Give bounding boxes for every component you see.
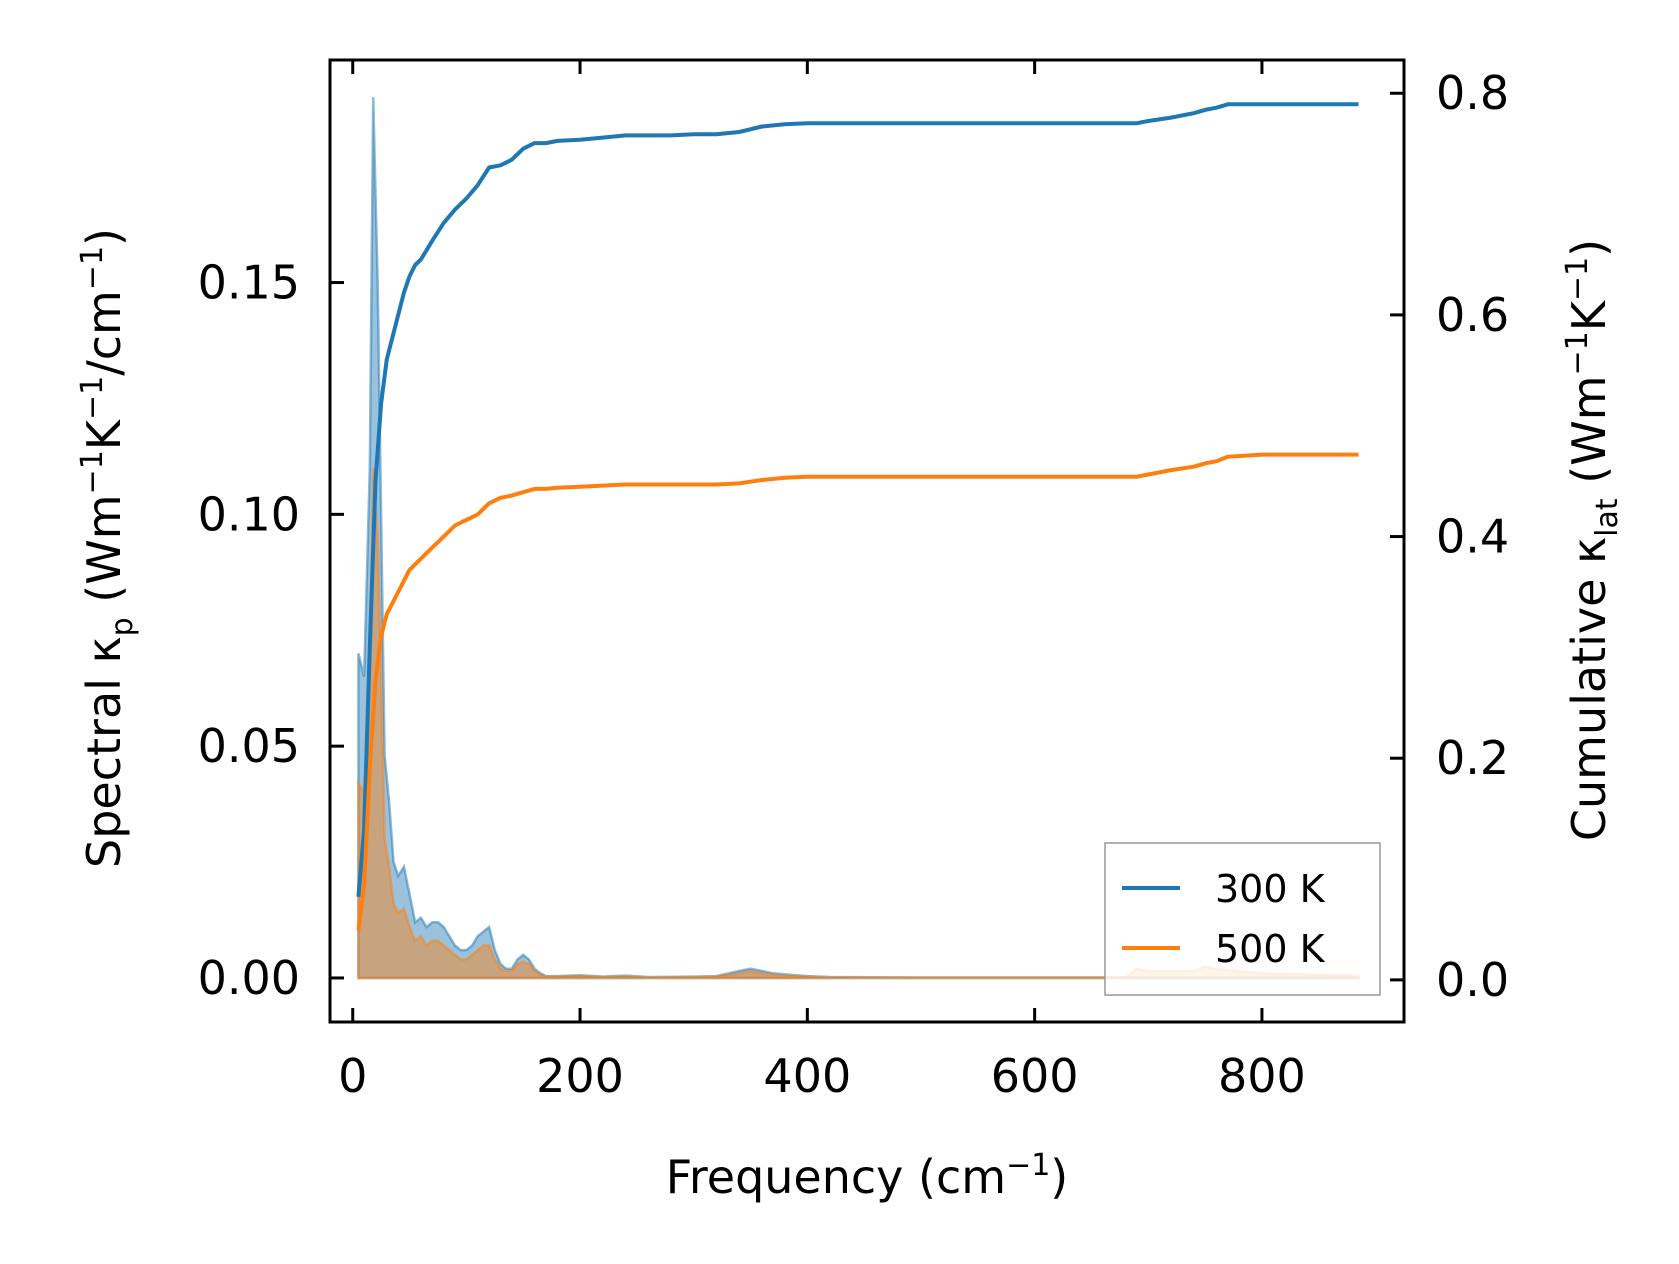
legend: 300 K 500 K: [1104, 842, 1381, 996]
plot-frame: [328, 58, 1406, 1024]
cumulative-lines: [356, 102, 1359, 931]
x-tick-label: 0: [338, 1049, 367, 1103]
x-axis-ticks: 0 200 400 600 800: [338, 60, 1306, 1103]
y-left-tick-label: 0.05: [198, 719, 300, 773]
y-left-tick-label: 0.00: [198, 951, 300, 1005]
y-left-axis-ticks: 0.00 0.05 0.10 0.15: [198, 256, 344, 1005]
y-right-tick-label: 0.2: [1436, 731, 1509, 785]
y-right-axis-title: Cumulative κlat (Wm−1K−1): [1560, 239, 1625, 841]
y-left-tick-label: 0.10: [198, 487, 300, 541]
y-left-tick-label: 0.15: [198, 256, 300, 310]
x-tick-label: 800: [1218, 1049, 1306, 1103]
y-right-tick-label: 0.0: [1436, 953, 1509, 1007]
y-right-axis-ticks: 0.0 0.2 0.4 0.6 0.8: [1390, 66, 1509, 1007]
x-tick-label: 600: [991, 1049, 1079, 1103]
x-tick-label: 400: [763, 1049, 851, 1103]
y-left-axis-title: Spectral κp (Wm−1K−1/cm−1): [75, 228, 140, 868]
cumulative-line-300k: [356, 102, 1359, 897]
y-right-tick-label: 0.6: [1436, 288, 1509, 342]
y-right-tick-label: 0.8: [1436, 66, 1509, 120]
legend-label-300k: 300 K: [1215, 867, 1326, 911]
x-tick-label: 200: [536, 1049, 624, 1103]
cumulative-line-500k: [356, 452, 1359, 931]
legend-box: [1104, 842, 1381, 996]
x-axis-title: Frequency (cm−1): [666, 1148, 1069, 1204]
y-right-tick-label: 0.4: [1436, 510, 1509, 564]
legend-label-500k: 500 K: [1215, 927, 1326, 971]
